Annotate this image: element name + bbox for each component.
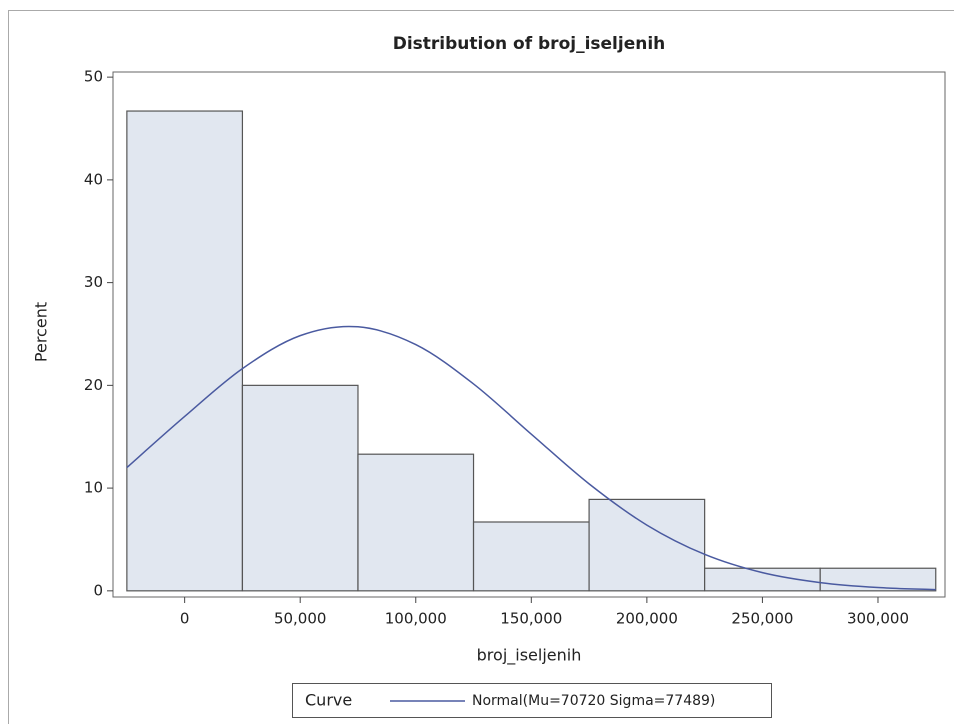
bar [357, 453, 475, 592]
x-tick-label: 50,000 [274, 610, 327, 628]
x-tick-label: 250,000 [731, 610, 793, 628]
x-tick-label: 0 [180, 610, 190, 628]
x-tick-label: 200,000 [616, 610, 678, 628]
y-tick-label: 40 [84, 170, 103, 188]
chart-title: Distribution of broj_iseljenih [393, 34, 666, 54]
bar [241, 384, 359, 592]
legend-box [292, 683, 772, 718]
x-tick-label: 300,000 [847, 610, 909, 628]
x-tick-label: 150,000 [500, 610, 562, 628]
bar [472, 521, 590, 592]
x-axis-label: broj_iseljenih [477, 646, 582, 666]
bar [588, 498, 706, 592]
normal-curve [126, 325, 936, 591]
y-tick-label: 20 [84, 376, 103, 394]
y-tick-label: 10 [84, 479, 103, 497]
y-tick-label: 50 [84, 68, 103, 86]
y-axis-label: Percent [32, 302, 51, 362]
y-tick-label: 0 [93, 581, 103, 599]
legend-title: Curve [305, 691, 352, 710]
x-tick-label: 100,000 [385, 610, 447, 628]
legend-label: Normal(Mu=70720 Sigma=77489) [472, 693, 715, 709]
bar [126, 110, 244, 592]
y-tick-label: 30 [84, 273, 103, 291]
plot-frame [112, 71, 946, 598]
